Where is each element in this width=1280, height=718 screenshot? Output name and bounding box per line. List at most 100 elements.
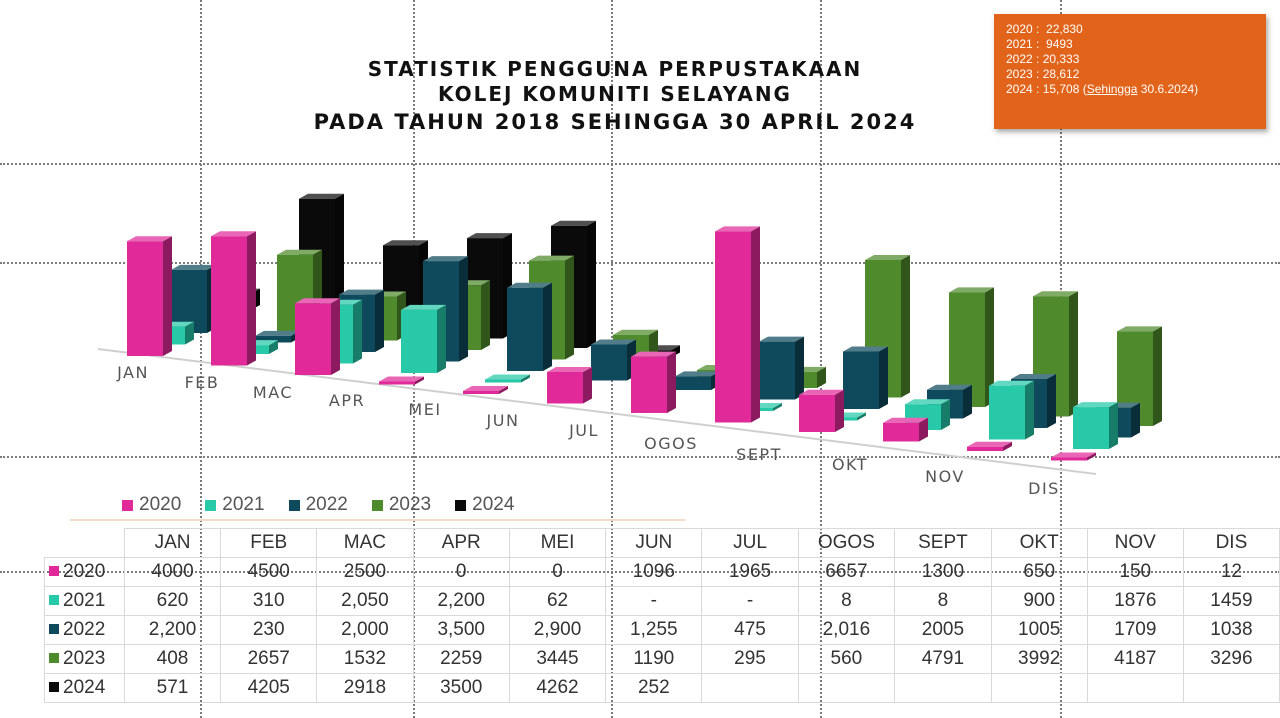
table-cell: 1709	[1086, 615, 1184, 645]
bar-2022-mac-top	[339, 289, 384, 295]
table-cell: 3296	[1182, 644, 1280, 674]
bar-2020-nov-top	[967, 441, 1012, 447]
table-row-header: 2020	[44, 557, 125, 587]
table-cell: 0	[412, 557, 510, 587]
data-table: JAN FEB MAC APR MEI JUN JUL OGOS SEPT OKT NOV DIS 20…	[44, 528, 1280, 703]
bar-2020-mei	[463, 391, 499, 394]
summary-line: 2022 : 20,333	[1006, 52, 1080, 66]
legend-item-2021: 2021	[205, 494, 265, 516]
table-cell: 2259	[412, 644, 510, 674]
bar-2022-jun	[591, 344, 627, 381]
bar-2020-jul-side	[667, 351, 676, 413]
bar-2020-jun	[547, 372, 583, 404]
bar-2023-sept-top	[865, 255, 910, 260]
bar-2023-okt-top	[949, 287, 994, 293]
table-cell: 8	[894, 586, 992, 616]
legend-item-2024: 2024	[455, 494, 514, 516]
bar-2023-mei-side	[565, 255, 574, 360]
bar-2021-mei	[485, 379, 521, 383]
bar-2023-nov-top	[1033, 291, 1078, 297]
table-corner	[45, 529, 125, 558]
table-cell: 1,255	[605, 615, 703, 645]
bar-2020-sept-side	[835, 389, 844, 432]
table-cell: 310	[220, 586, 318, 616]
table-cell: 3992	[990, 644, 1088, 674]
table-cell: 3,500	[412, 615, 510, 645]
legend-swatch	[205, 499, 217, 511]
bar-2024-mei-side	[587, 220, 596, 348]
bar-2021-apr-side	[437, 304, 446, 373]
bar-2020-jun-side	[583, 367, 592, 404]
bar-2020-jul-top	[631, 351, 676, 357]
legend-label: 2023	[388, 494, 432, 515]
table-header-mei: MEI	[508, 528, 607, 558]
bar-2020-mei-top	[463, 386, 508, 391]
table-cell: 650	[990, 557, 1088, 587]
bar-2022-feb-top	[255, 330, 300, 336]
bar-2023-nov-side	[1069, 291, 1078, 417]
bar-2022-jun-top	[591, 339, 636, 345]
bar-2020-feb-top	[211, 231, 256, 237]
bar-2020-dis	[1051, 457, 1087, 461]
bar-2024-feb-top	[299, 193, 344, 199]
table-row-swatch	[49, 682, 59, 692]
bar-2021-nov-side	[1025, 380, 1034, 440]
table-header-apr: APR	[412, 528, 510, 558]
table-cell: 62	[508, 586, 607, 616]
bar-2022-nov-side	[1047, 374, 1056, 428]
bar-2022-apr-side	[459, 256, 468, 362]
summary-line: 2024 : 15,708 (Sehingga 30.6.2024)	[1006, 82, 1266, 97]
table-cell: 1038	[1182, 615, 1280, 645]
bar-2020-feb	[211, 236, 247, 366]
month-label-jun: JUN	[486, 411, 520, 430]
table-cell: 1876	[1086, 586, 1184, 616]
table-header-jul: JUL	[701, 528, 799, 558]
bar-2023-dis-top	[1117, 326, 1162, 332]
table-row: 2022 2,200 230 2,000 3,500 2,900 1,255 475 2,016…	[44, 615, 1280, 645]
bar-2023-okt	[949, 292, 985, 407]
bar-2020-jun-top	[547, 367, 592, 372]
bar-2021-nov-top	[989, 380, 1034, 386]
bar-2022-ogos-top	[759, 336, 804, 342]
bar-2021-dis	[1073, 407, 1109, 449]
legend-item-2022: 2022	[288, 494, 348, 516]
month-label-sept: SEPT	[736, 445, 782, 464]
table-cell: 230	[220, 615, 318, 645]
month-label-feb: FEB	[185, 373, 220, 392]
legend-item-2023: 2023	[371, 494, 432, 516]
bar-2021-mac-side	[353, 299, 362, 364]
bar-2020-dis-top	[1051, 452, 1096, 458]
table-cell: 2,200	[412, 586, 510, 616]
bar-2020-apr-top	[379, 376, 424, 382]
table-cell: -	[605, 586, 703, 616]
bar-2020-mei-side	[499, 386, 508, 394]
summary-last-link: Sehingga	[1086, 82, 1138, 96]
table-row-year: 2023	[63, 648, 106, 669]
bar-2020-apr	[379, 381, 415, 385]
bar-2021-nov	[989, 385, 1025, 440]
guide-line	[0, 456, 1280, 458]
table-cell: 4000	[123, 557, 222, 587]
chart-subtitle-2: PADA TAHUN 2018 SEHINGGA 30 APRIL 2024	[313, 110, 917, 134]
table-row: 2021 620 310 2,050 2,200 62- -8 8 900 1876 1459	[44, 586, 1280, 616]
table-row: 2020 4000 4500 2500 0 0 1096 1965 6657 1300 650 150…	[44, 557, 1280, 587]
table-row-year: 2024	[63, 677, 106, 698]
bar-2020-feb-side	[247, 231, 256, 366]
table-row: 2024 571 4205 2918 3500 4262 252	[44, 673, 1280, 703]
table-cell: 1965	[701, 557, 799, 587]
bar-2021-okt-top	[905, 399, 950, 405]
month-label-okt: OKT	[832, 455, 868, 474]
table-cell: 4791	[894, 644, 992, 674]
table-row-year: 2022	[63, 619, 106, 640]
table-cell: 560	[797, 644, 896, 674]
bar-2020-okt	[883, 422, 919, 442]
legend-label: 2021	[222, 494, 265, 515]
bar-2022-ogos	[759, 341, 795, 400]
table-cell: 3445	[508, 644, 607, 674]
bar-2022-okt-top	[927, 384, 972, 390]
table-row-year: 2021	[63, 590, 106, 611]
table-cell: 252	[605, 673, 703, 703]
summary-last-suffix: 30.6.2024)	[1137, 82, 1199, 96]
bar-2023-dis-side	[1153, 326, 1162, 426]
bar-2021-feb-side	[269, 340, 278, 354]
